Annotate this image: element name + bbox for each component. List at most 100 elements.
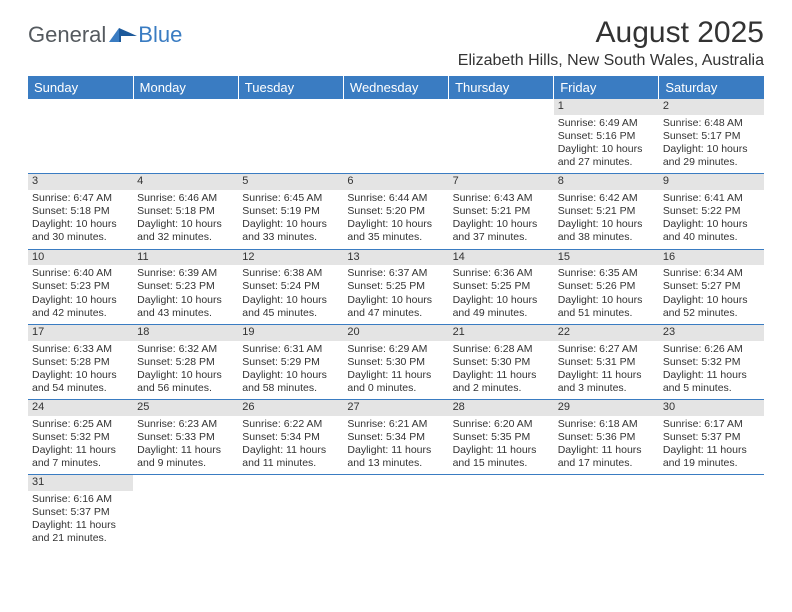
sunset-text: Sunset: 5:37 PM — [663, 431, 760, 444]
daylight-text: Daylight: 10 hours and 40 minutes. — [663, 218, 760, 244]
sunrise-text: Sunrise: 6:32 AM — [137, 343, 234, 356]
daylight-text: Daylight: 10 hours and 37 minutes. — [453, 218, 550, 244]
daylight-text: Daylight: 10 hours and 51 minutes. — [558, 294, 655, 320]
sunset-text: Sunset: 5:33 PM — [137, 431, 234, 444]
sunset-text: Sunset: 5:27 PM — [663, 280, 760, 293]
daylight-text: Daylight: 11 hours and 5 minutes. — [663, 369, 760, 395]
sunset-text: Sunset: 5:36 PM — [558, 431, 655, 444]
calendar-day-cell: 16Sunrise: 6:34 AMSunset: 5:27 PMDayligh… — [659, 249, 764, 324]
day-number: 18 — [133, 325, 238, 341]
day-number: 30 — [659, 400, 764, 416]
sunrise-text: Sunrise: 6:48 AM — [663, 117, 760, 130]
calendar-day-cell: 29 Sunrise: 6:18 AMSunset: 5:36 PMDayligh… — [554, 400, 659, 475]
day-number: 16 — [659, 250, 764, 266]
daylight-text: Daylight: 10 hours and 30 minutes. — [32, 218, 129, 244]
sunset-text: Sunset: 5:34 PM — [242, 431, 339, 444]
calendar-week: 24Sunrise: 6:25 AMSunset: 5:32 PMDayligh… — [28, 400, 764, 475]
weekday-header: Monday — [133, 76, 238, 99]
daylight-text: Daylight: 10 hours and 54 minutes. — [32, 369, 129, 395]
calendar-week: 17Sunrise: 6:33 AMSunset: 5:28 PMDayligh… — [28, 324, 764, 399]
day-number: 19 — [238, 325, 343, 341]
daylight-text: Daylight: 11 hours and 9 minutes. — [137, 444, 234, 470]
day-number: 12 — [238, 250, 343, 266]
sunset-text: Sunset: 5:23 PM — [137, 280, 234, 293]
calendar-day-cell — [28, 99, 133, 174]
daylight-text: Daylight: 10 hours and 58 minutes. — [242, 369, 339, 395]
day-number: 31 — [28, 475, 133, 491]
calendar-day-cell: 17Sunrise: 6:33 AMSunset: 5:28 PMDayligh… — [28, 324, 133, 399]
sunset-text: Sunset: 5:18 PM — [137, 205, 234, 218]
sunset-text: Sunset: 5:20 PM — [347, 205, 444, 218]
day-number: 29 — [554, 400, 659, 416]
sunset-text: Sunset: 5:18 PM — [32, 205, 129, 218]
sunset-text: Sunset: 5:37 PM — [32, 506, 129, 519]
weekday-header: Tuesday — [238, 76, 343, 99]
calendar-table: SundayMondayTuesdayWednesdayThursdayFrid… — [28, 76, 764, 550]
sunrise-text: Sunrise: 6:29 AM — [347, 343, 444, 356]
calendar-day-cell: 7Sunrise: 6:43 AMSunset: 5:21 PMDaylight… — [449, 174, 554, 249]
sunrise-text: Sunrise: 6:43 AM — [453, 192, 550, 205]
day-number: 10 — [28, 250, 133, 266]
sunset-text: Sunset: 5:21 PM — [453, 205, 550, 218]
sunrise-text: Sunrise: 6:17 AM — [663, 418, 760, 431]
sunrise-text: Sunrise: 6:44 AM — [347, 192, 444, 205]
day-number: 2 — [659, 99, 764, 115]
calendar-day-cell: 26Sunrise: 6:22 AMSunset: 5:34 PMDayligh… — [238, 400, 343, 475]
daylight-text: Daylight: 11 hours and 19 minutes. — [663, 444, 760, 470]
calendar-day-cell — [449, 99, 554, 174]
day-number: 27 — [343, 400, 448, 416]
title-block: August 2025 Elizabeth Hills, New South W… — [458, 16, 764, 70]
calendar-day-cell: 9Sunrise: 6:41 AMSunset: 5:22 PMDaylight… — [659, 174, 764, 249]
sunrise-text: Sunrise: 6:36 AM — [453, 267, 550, 280]
calendar-day-cell: 18Sunrise: 6:32 AMSunset: 5:28 PMDayligh… — [133, 324, 238, 399]
day-number: 23 — [659, 325, 764, 341]
weekday-header: Sunday — [28, 76, 133, 99]
calendar-page: General Blue August 2025 Elizabeth Hills… — [0, 0, 792, 566]
calendar-day-cell: 25Sunrise: 6:23 AMSunset: 5:33 PMDayligh… — [133, 400, 238, 475]
sunrise-text: Sunrise: 6:16 AM — [32, 493, 129, 506]
sunrise-text: Sunrise: 6:34 AM — [663, 267, 760, 280]
calendar-day-cell: 22Sunrise: 6:27 AMSunset: 5:31 PMDayligh… — [554, 324, 659, 399]
calendar-day-cell: 27Sunrise: 6:21 AMSunset: 5:34 PMDayligh… — [343, 400, 448, 475]
daylight-text: Daylight: 11 hours and 3 minutes. — [558, 369, 655, 395]
weekday-header: Friday — [554, 76, 659, 99]
sunset-text: Sunset: 5:30 PM — [347, 356, 444, 369]
sunset-text: Sunset: 5:22 PM — [663, 205, 760, 218]
calendar-day-cell — [554, 475, 659, 550]
day-number: 21 — [449, 325, 554, 341]
day-number: 14 — [449, 250, 554, 266]
sunrise-text: Sunrise: 6:33 AM — [32, 343, 129, 356]
day-number: 3 — [28, 174, 133, 190]
daylight-text: Daylight: 11 hours and 7 minutes. — [32, 444, 129, 470]
calendar-header-row: SundayMondayTuesdayWednesdayThursdayFrid… — [28, 76, 764, 99]
calendar-day-cell: 28Sunrise: 6:20 AMSunset: 5:35 PMDayligh… — [449, 400, 554, 475]
logo-flag-icon — [108, 25, 138, 43]
calendar-day-cell: 20Sunrise: 6:29 AMSunset: 5:30 PMDayligh… — [343, 324, 448, 399]
daylight-text: Daylight: 10 hours and 43 minutes. — [137, 294, 234, 320]
daylight-text: Daylight: 11 hours and 17 minutes. — [558, 444, 655, 470]
daylight-text: Daylight: 10 hours and 49 minutes. — [453, 294, 550, 320]
sunrise-text: Sunrise: 6:47 AM — [32, 192, 129, 205]
calendar-day-cell: 24Sunrise: 6:25 AMSunset: 5:32 PMDayligh… — [28, 400, 133, 475]
sunset-text: Sunset: 5:19 PM — [242, 205, 339, 218]
calendar-day-cell — [238, 475, 343, 550]
daylight-text: Daylight: 10 hours and 27 minutes. — [558, 143, 655, 169]
sunrise-text: Sunrise: 6:31 AM — [242, 343, 339, 356]
sunset-text: Sunset: 5:26 PM — [558, 280, 655, 293]
calendar-day-cell — [133, 475, 238, 550]
day-number: 1 — [554, 99, 659, 115]
daylight-text: Daylight: 10 hours and 52 minutes. — [663, 294, 760, 320]
sunrise-text: Sunrise: 6:35 AM — [558, 267, 655, 280]
daylight-text: Daylight: 10 hours and 42 minutes. — [32, 294, 129, 320]
logo-text-main: General — [28, 22, 106, 48]
daylight-text: Daylight: 10 hours and 32 minutes. — [137, 218, 234, 244]
daylight-text: Daylight: 10 hours and 29 minutes. — [663, 143, 760, 169]
day-number: 15 — [554, 250, 659, 266]
calendar-week: 3Sunrise: 6:47 AMSunset: 5:18 PMDaylight… — [28, 174, 764, 249]
calendar-day-cell: 23Sunrise: 6:26 AMSunset: 5:32 PMDayligh… — [659, 324, 764, 399]
sunset-text: Sunset: 5:24 PM — [242, 280, 339, 293]
sunrise-text: Sunrise: 6:39 AM — [137, 267, 234, 280]
day-number: 8 — [554, 174, 659, 190]
sunrise-text: Sunrise: 6:18 AM — [558, 418, 655, 431]
calendar-day-cell: 19Sunrise: 6:31 AMSunset: 5:29 PMDayligh… — [238, 324, 343, 399]
